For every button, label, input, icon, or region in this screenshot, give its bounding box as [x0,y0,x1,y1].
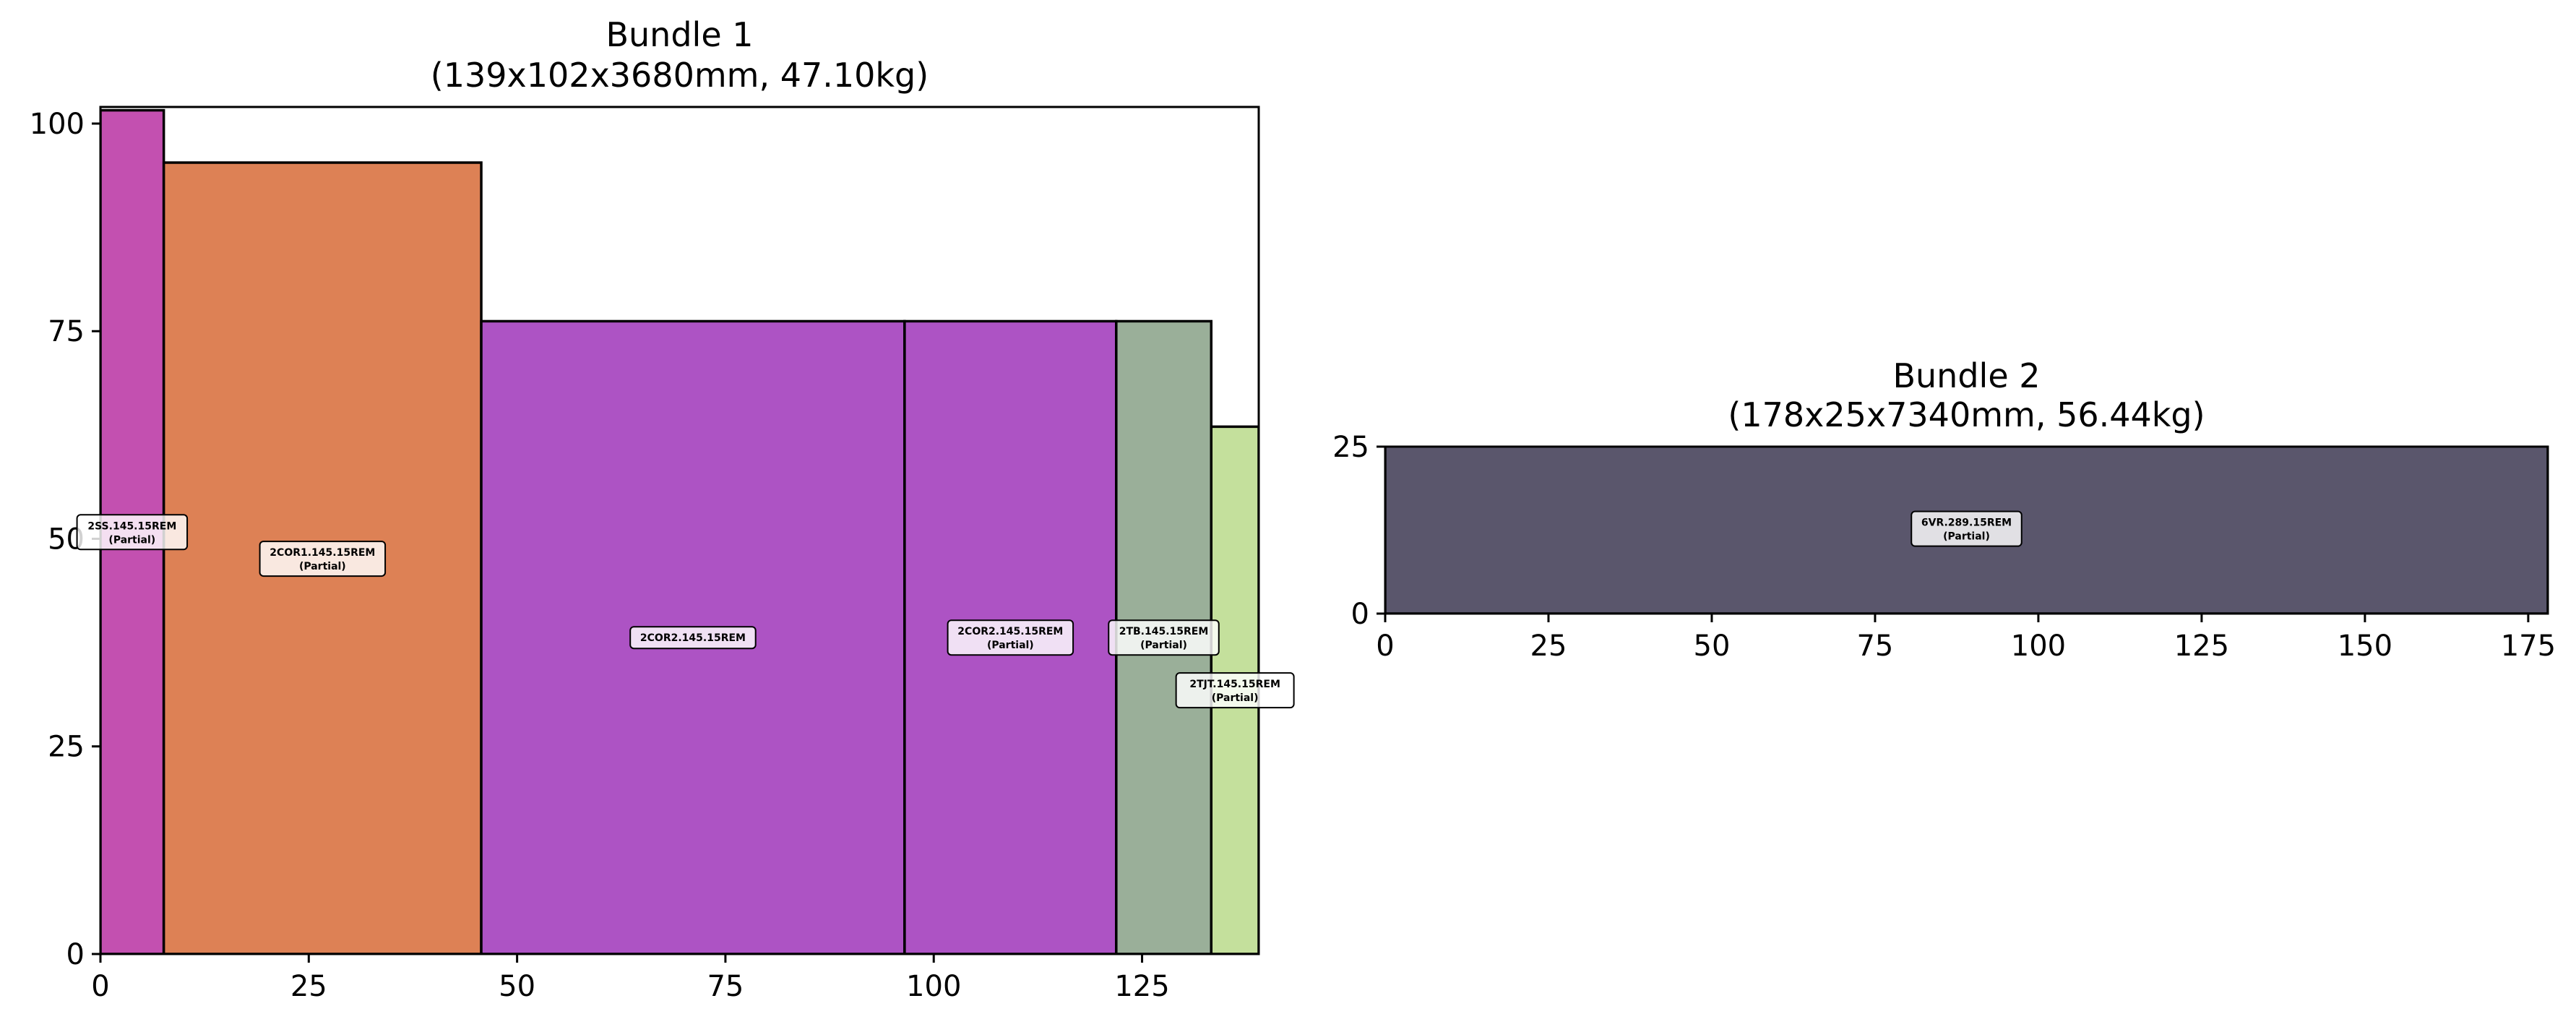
axes-frame [1384,445,2549,615]
item-label-box [629,626,757,650]
item-label-box [947,619,1074,656]
item-label-box [259,541,387,577]
bundle-2-title: Bundle 2 [1892,356,2040,395]
item-label-name: 6VR.289.15REM [1921,517,2012,529]
item-label-name: 2TJT.145.15REM [1189,679,1280,690]
x-tick-label: 0 [91,970,109,1003]
item-label-status: (Partial) [1212,692,1259,704]
item-label-status: (Partial) [1140,640,1187,651]
item-label-box [76,514,189,551]
items-layer [100,108,1259,954]
x-tick-label: 75 [1856,629,1893,663]
item-label: 2TB.145.15REM (Partial) [1108,619,1220,656]
item-label-status: (Partial) [987,640,1034,651]
x-tick-label: 100 [2011,629,2066,663]
x-tick-label: 25 [290,970,327,1003]
y-tick-label: 0 [1351,598,1369,631]
item-label-name: 2COR1.145.15REM [270,547,375,559]
item-label-box [1108,619,1220,656]
x-tick-label: 50 [1694,629,1731,663]
item-label-box [1911,510,2023,547]
item-label: 2COR1.145.15REM (Partial) [259,541,387,577]
item-label-status: (Partial) [299,561,346,572]
x-tick-label: 125 [1114,970,1169,1003]
y-tick-label: 100 [30,108,85,141]
item-label: 2TJT.145.15REM (Partial) [1175,672,1295,709]
bundle-1-chart: Bundle 1 (139x102x3680mm, 47.10kg) 0 25 50… [30,15,1295,1003]
item-label: 2COR2.145.15REM [629,626,757,650]
bundle-2-subtitle: (178x25x7340mm, 56.44kg) [1728,395,2205,434]
x-tick-label: 100 [906,970,961,1003]
item-label: 2COR2.145.15REM (Partial) [947,619,1074,656]
y-tick-label: 25 [1332,431,1369,464]
bundle-1-title: Bundle 1 [606,15,753,54]
y-tick-label: 75 [48,315,85,348]
item-label-name: 2COR2.145.15REM [957,626,1063,637]
x-tick-label: 75 [707,970,744,1003]
item-label-name: 2SS.145.15REM [87,520,176,532]
item-label-box [1175,672,1295,709]
bundle-1-subtitle: (139x102x3680mm, 47.10kg) [431,56,929,95]
item-label-status: (Partial) [1943,531,1990,543]
x-tick-label: 50 [499,970,535,1003]
x-tick-label: 0 [1376,629,1394,663]
item-label-name: 2COR2.145.15REM [640,632,746,644]
x-tick-label: 175 [2501,629,2556,663]
item-label-name: 2TB.145.15REM [1119,626,1209,637]
bundle-2-chart: Bundle 2 (178x25x7340mm, 56.44kg) 0 25 50 7… [1332,356,2556,663]
x-tick-label: 125 [2174,629,2229,663]
y-tick-label: 25 [48,731,85,764]
x-tick-label: 150 [2338,629,2392,663]
y-tick-label: 0 [66,938,85,971]
x-tick-label: 25 [1530,629,1567,663]
item-label-status: (Partial) [108,534,155,546]
item-label: 2SS.145.15REM (Partial) [76,514,189,551]
item-label: 6VR.289.15REM (Partial) [1911,510,2023,547]
